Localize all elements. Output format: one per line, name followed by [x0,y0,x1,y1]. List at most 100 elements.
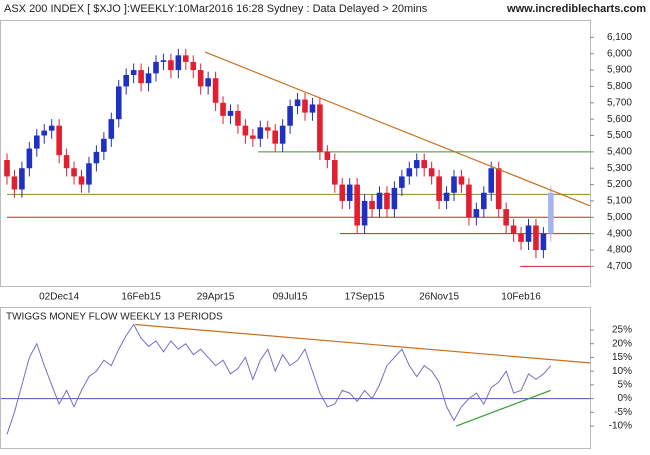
candle-body [503,209,509,226]
candle-body [317,104,323,152]
candle-body [272,130,278,144]
x-tick-label: 26Nov15 [419,292,459,303]
x-tick-label: 09Jul15 [273,292,308,303]
candle-body [428,168,435,177]
candle-body [227,110,234,116]
y-tick-label: 4,700 [607,261,632,272]
candle-body [138,70,144,84]
candle-body [510,225,517,234]
candle-body [197,70,204,87]
site-name: www.incrediblecharts.com [506,3,646,15]
y-tick-label: 5,300 [607,163,632,174]
candle-body [235,110,241,126]
y-tick-label: 0% [618,393,633,404]
candle-body [101,138,107,152]
candle-body [309,104,316,113]
candle-body [26,148,33,169]
y-tick-label: 10% [612,366,632,377]
candle-body [339,184,346,201]
y-tick-label: -5% [614,407,632,418]
y-tick-label: 4,900 [607,228,632,239]
candle-body [458,176,465,185]
candle-body [332,160,338,185]
candle-body [525,225,532,242]
candle-body [287,106,293,126]
candle-body [48,125,55,131]
y-tick-label: 15% [612,352,632,363]
candle-body [421,160,427,169]
candle-body [11,176,18,190]
candle-body [78,176,85,185]
y-tick-label: 5,500 [607,130,632,141]
price-panel [0,20,591,287]
candle-body [279,125,286,144]
x-tick-label: 10Feb16 [501,292,541,303]
candle-body [34,135,40,149]
trend-line [204,51,591,207]
candle-body [175,55,182,71]
candle-body [41,130,48,136]
y-tick-label: 5,000 [607,212,632,223]
candle-body [212,78,219,103]
candle-body [190,61,197,71]
y-tick-label: 5,900 [607,65,632,76]
candle-body [56,125,62,156]
y-tick-label: 5,700 [607,97,632,108]
candle-body [123,74,129,87]
y-tick-label: 6,000 [607,48,632,59]
y-tick-label: 25% [612,325,632,336]
y-tick-label: 5,800 [607,81,632,92]
candle-body [294,99,301,107]
candle-body [548,192,554,234]
indicator-title: TWIGGS MONEY FLOW WEEKLY 13 PERIODS [6,312,223,323]
candle-body [369,200,375,210]
trend-line [135,323,591,364]
candle-body [93,151,100,164]
candle-body [540,233,547,251]
candle-body [443,192,450,201]
candle-body [250,135,256,139]
candle-body [391,187,398,210]
candle-body [19,168,25,190]
candle-body [533,225,539,251]
y-tick-label: -10% [609,421,632,432]
candle-body [108,119,115,139]
x-tick-label: 02Dec14 [39,292,79,303]
x-tick-label: 16Feb15 [121,292,161,303]
indicator-panel [0,307,591,449]
y-tick-label: 20% [612,338,632,349]
candle-body [302,99,308,113]
candle-body [242,125,249,136]
candle-body [115,86,122,120]
candle-body [346,184,353,201]
y-tick-label: 5,600 [607,114,632,125]
candle-body [264,127,271,131]
y-tick-label: 5,400 [607,147,632,158]
candle-body [257,127,264,139]
y-tick-label: 5% [618,380,633,391]
candle-body [205,78,211,87]
candle-body [361,200,368,226]
candle-body [495,168,502,210]
candle-body [145,73,152,84]
money-flow-line [6,323,552,435]
candle-body [160,60,167,62]
candle-body [481,192,487,210]
x-tick-label: 17Sep15 [345,292,385,303]
candle-body [71,168,77,177]
candle-body [451,176,457,193]
candle-body [220,102,226,116]
candle-body [473,209,480,218]
trend-line [456,389,552,427]
candle-body [376,192,383,210]
candle-body [324,151,331,161]
candle-body [63,155,70,169]
candle-body [4,160,10,177]
candle-body [168,60,174,71]
y-tick-label: 5,200 [607,179,632,190]
candle-body [384,192,390,210]
y-tick-label: 4,800 [607,245,632,256]
candle-body [488,168,495,193]
